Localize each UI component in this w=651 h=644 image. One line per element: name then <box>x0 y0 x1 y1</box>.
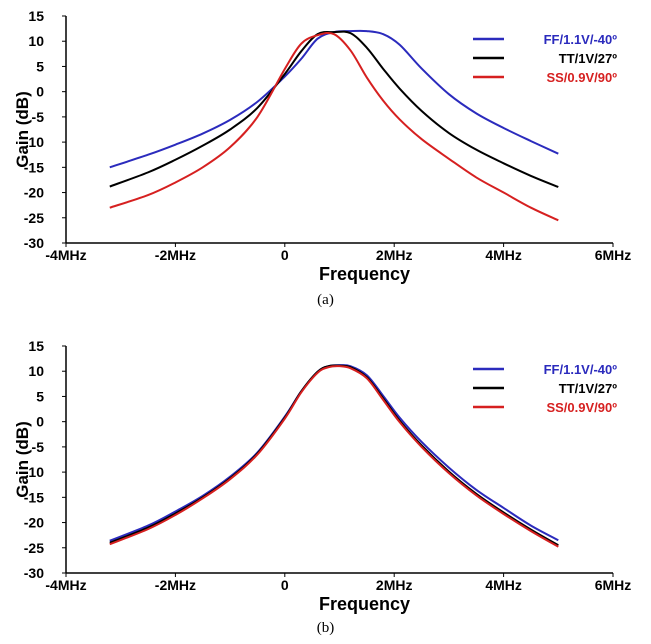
y-tick-label: -30 <box>24 565 44 581</box>
y-tick-label: 0 <box>36 414 44 430</box>
y-tick-label: 15 <box>28 338 44 354</box>
x-tick-label: 0 <box>281 577 289 593</box>
y-tick-label: 10 <box>28 33 44 49</box>
x-tick-label: 2MHz <box>376 247 413 263</box>
x-axis-title: Frequency <box>319 594 410 614</box>
y-tick-label: -5 <box>32 109 45 125</box>
y-tick-label: -15 <box>24 159 44 175</box>
chart-b-caption: (b) <box>316 620 335 636</box>
y-tick-label: 10 <box>28 363 44 379</box>
chart-panel-b: 15 10 5 0 -5 -10 -15 -20 -25 -30 -4MHz -2MHz 0 2MHz 4M… <box>0 322 651 644</box>
series-line <box>109 30 559 188</box>
chart-a-svg: 15 10 5 0 -5 -10 -15 -20 -25 -30-4MHz -2MHz 0 2MHz 4M… <box>13 8 632 284</box>
x-tick-label: 4MHz <box>485 577 522 593</box>
y-tick-label: -20 <box>24 185 44 201</box>
y-tick-label: -25 <box>24 210 44 226</box>
legend-label: SS/0.9V/90º <box>546 400 617 415</box>
series-line <box>109 365 559 548</box>
x-tick-label: -2MHz <box>155 247 196 263</box>
y-tick-label: -15 <box>24 489 44 505</box>
x-axis-title: Frequency <box>319 264 410 284</box>
y-tick-label: -30 <box>24 235 44 251</box>
chart-b-svg: 15 10 5 0 -5 -10 -15 -20 -25 -30-4MHz -2MHz 0 2MHz 4M… <box>13 338 632 614</box>
x-tick-label: -4MHz <box>45 247 86 263</box>
x-tick-label: 4MHz <box>485 247 522 263</box>
y-tick-label: -5 <box>32 439 45 455</box>
y-tick-label: 5 <box>36 388 44 404</box>
y-axis-title: Gain (dB) <box>13 421 32 498</box>
series-line <box>109 364 559 547</box>
chart-a-caption: (a) <box>317 292 334 308</box>
legend-label: SS/0.9V/90º <box>546 70 617 85</box>
x-tick-label: 0 <box>281 247 289 263</box>
legend-label: FF/1.1V/-40º <box>544 362 618 377</box>
y-tick-label: 15 <box>28 8 44 24</box>
series-line <box>109 29 559 169</box>
legend-label: FF/1.1V/-40º <box>544 32 618 47</box>
x-tick-label: 2MHz <box>376 577 413 593</box>
chart-panel-a: 15 10 5 0 -5 -10 -15 -20 -25 -30 -4MHz -2MHz 0 2MHz 4M… <box>13 8 632 308</box>
y-tick-label: -20 <box>24 515 44 531</box>
x-tick-label: 6MHz <box>595 577 632 593</box>
x-tick-label: -2MHz <box>155 577 196 593</box>
y-tick-label: -10 <box>24 134 44 150</box>
x-tick-label: -4MHz <box>45 577 86 593</box>
y-tick-label: -25 <box>24 540 44 556</box>
y-tick-label: 5 <box>36 58 44 74</box>
legend-label: TT/1V/27º <box>559 51 617 66</box>
y-axis-title: Gain (dB) <box>13 91 32 168</box>
series-line <box>109 31 559 222</box>
y-tick-label: 0 <box>36 84 44 100</box>
x-tick-label: 6MHz <box>595 247 632 263</box>
legend-label: TT/1V/27º <box>559 381 617 396</box>
y-tick-label: -10 <box>24 464 44 480</box>
